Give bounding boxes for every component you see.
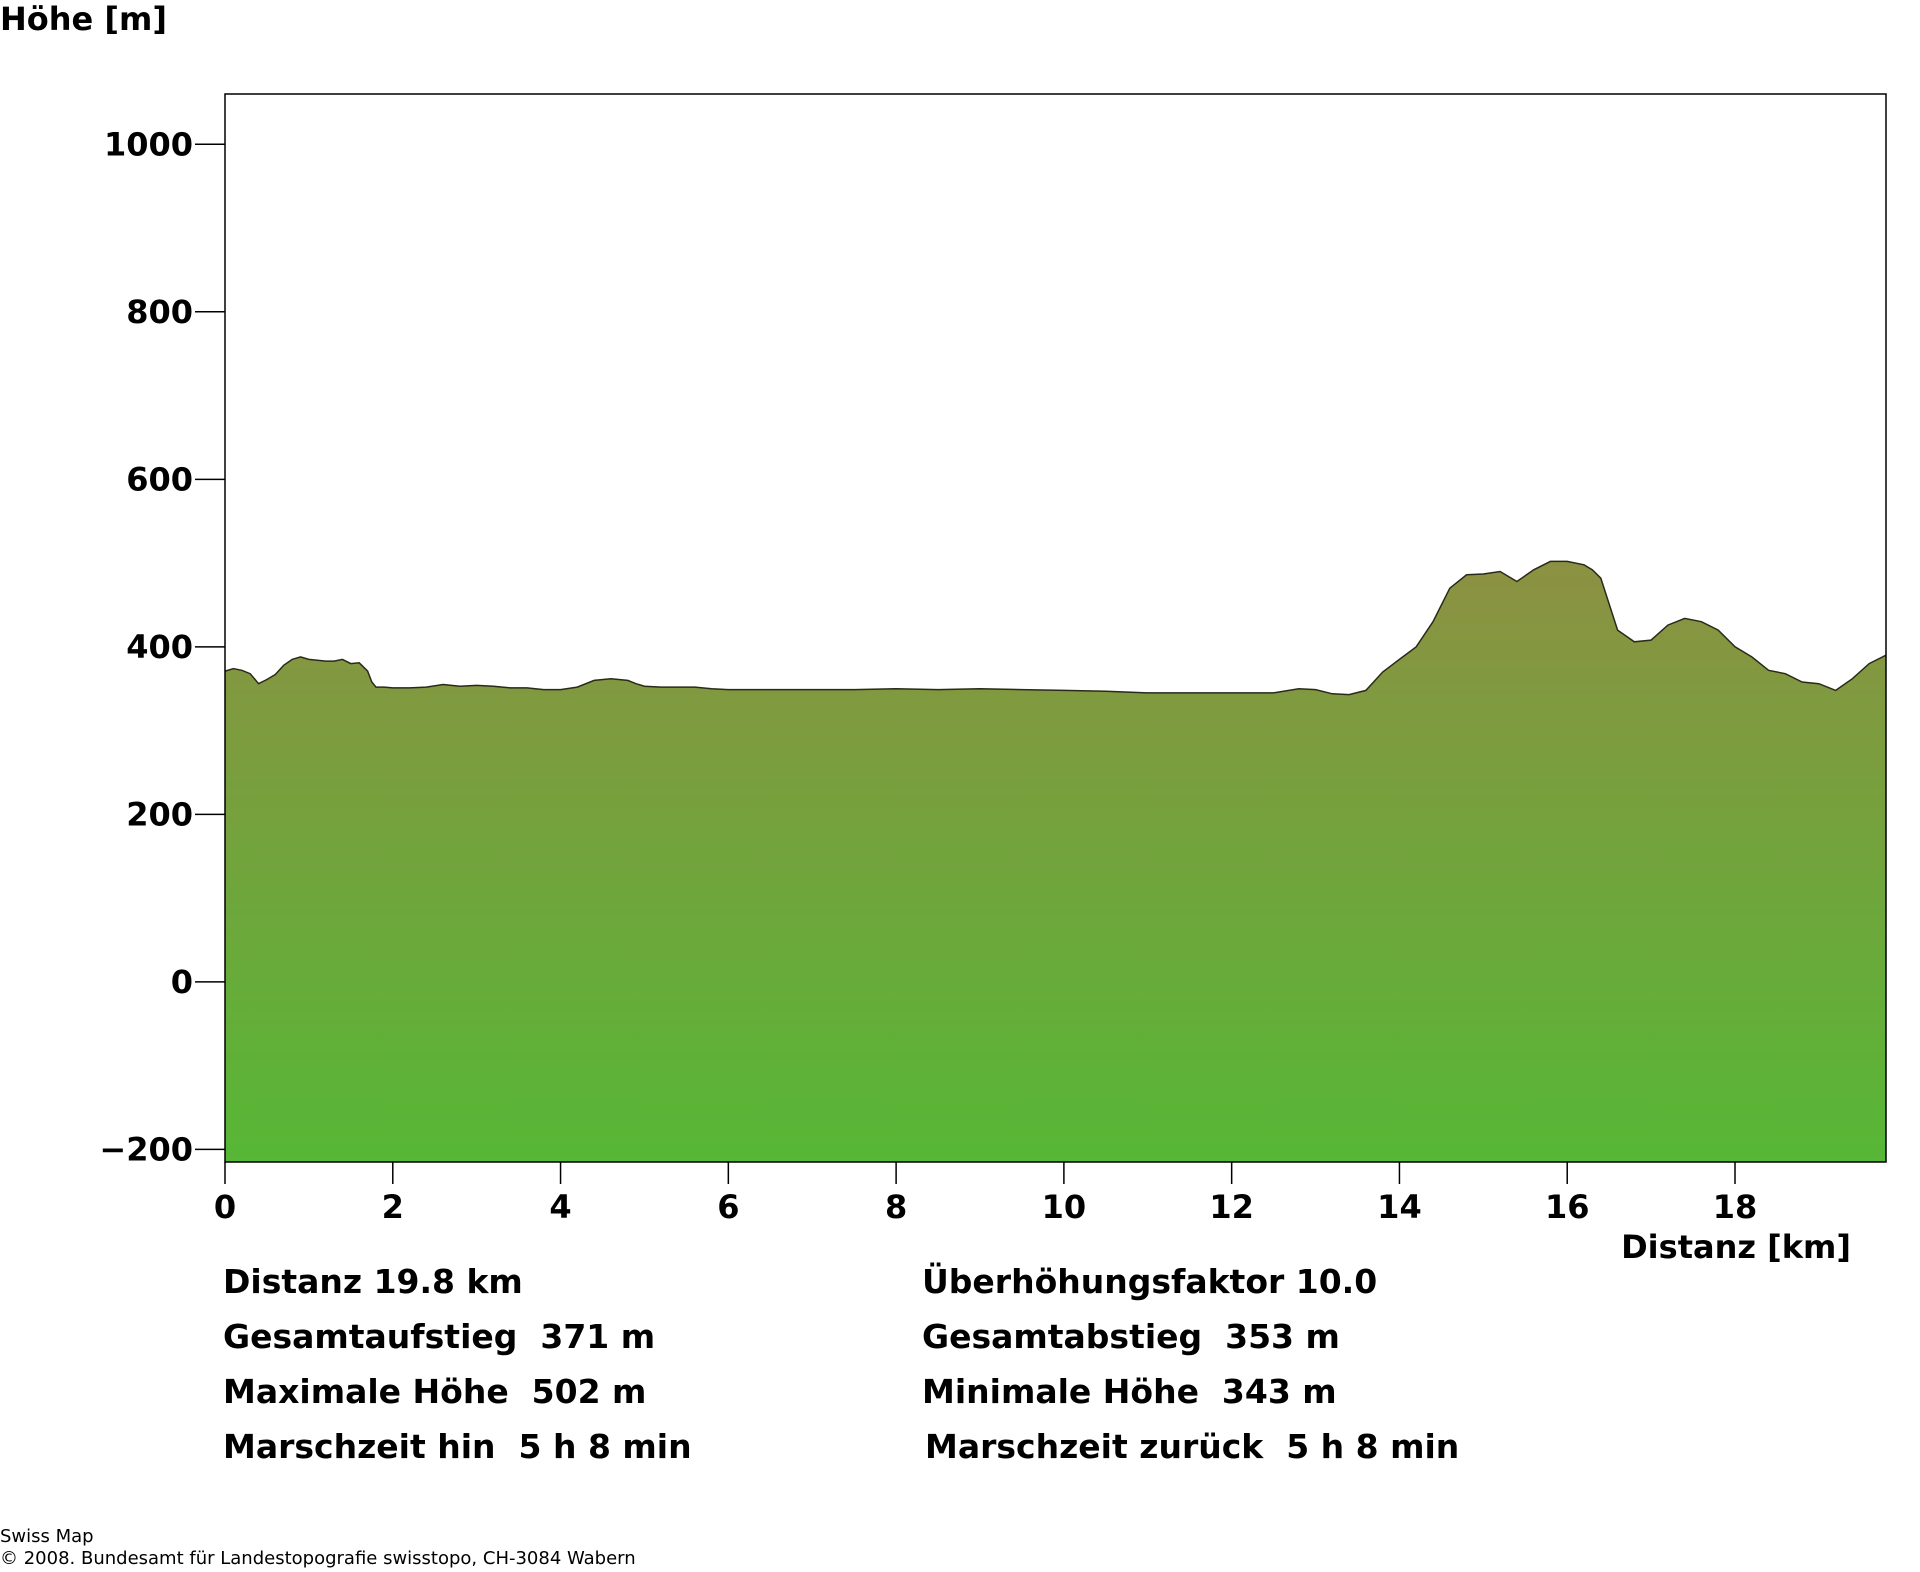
footer-swiss-map: Swiss Map — [0, 1526, 94, 1547]
y-tick-label: 200 — [126, 795, 193, 833]
x-tick-label: 0 — [214, 1188, 236, 1226]
stat-ueberhoehungsfaktor: Überhöhungsfaktor 10.0 — [922, 1262, 1378, 1301]
y-tick-label: 1000 — [104, 125, 193, 163]
elevation-outline — [224, 560, 1887, 696]
x-tick-label: 14 — [1377, 1188, 1422, 1226]
x-tick-label: 18 — [1713, 1188, 1758, 1226]
x-axis-label: Distanz [km] — [1621, 1228, 1851, 1266]
y-axis-label: Höhe [m] — [0, 0, 167, 38]
stat-marschzeit-zurueck: Marschzeit zurück 5 h 8 min — [925, 1427, 1460, 1466]
x-tick-label: 8 — [885, 1188, 907, 1226]
x-tick-label: 10 — [1042, 1188, 1087, 1226]
y-tick-label: 400 — [126, 628, 193, 666]
x-tick-label: 6 — [717, 1188, 739, 1226]
x-tick-label: 12 — [1209, 1188, 1254, 1226]
x-tick-label: 2 — [382, 1188, 404, 1226]
stat-distanz: Distanz 19.8 km — [223, 1262, 523, 1301]
y-tick-label: 0 — [171, 963, 193, 1001]
y-tick-label: −200 — [99, 1130, 193, 1168]
stat-gesamtaufstieg: Gesamtaufstieg 371 m — [223, 1317, 656, 1356]
stat-marschzeit-hin: Marschzeit hin 5 h 8 min — [223, 1427, 692, 1466]
y-tick-label: 800 — [126, 293, 193, 331]
y-tick-label: 600 — [126, 460, 193, 498]
x-tick-label: 16 — [1545, 1188, 1590, 1226]
stat-gesamtabstieg: Gesamtabstieg 353 m — [922, 1317, 1340, 1356]
elevation-area — [225, 561, 1886, 1162]
x-tick-label: 4 — [549, 1188, 571, 1226]
stat-minimale-hoehe: Minimale Höhe 343 m — [922, 1372, 1337, 1411]
plot-frame — [224, 93, 1887, 1163]
stat-maximale-hoehe: Maximale Höhe 502 m — [223, 1372, 647, 1411]
footer-copyright: © 2008. Bundesamt für Landestopografie s… — [0, 1548, 636, 1569]
